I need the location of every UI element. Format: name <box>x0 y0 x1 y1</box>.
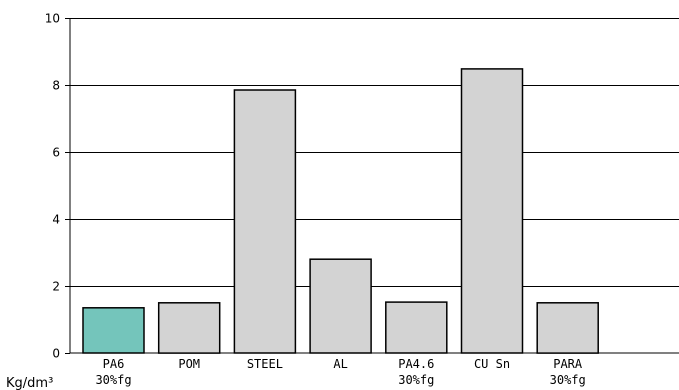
x-tick-labels: PA6 30%fg POM STEEL AL PA4.6 30%fg CU Sn PARA 30%… <box>95 357 585 387</box>
x-tick-label: 30%fg <box>95 373 131 387</box>
x-tick-label: PARA <box>553 357 583 371</box>
bar <box>536 302 599 354</box>
x-tick-label: PA6 <box>103 357 125 371</box>
bars-layer <box>82 68 599 354</box>
y-tick-label: 10 <box>45 12 60 26</box>
y-tick-label: 8 <box>52 79 60 93</box>
y-tick-label: 6 <box>52 146 60 160</box>
axes-layer <box>69 18 679 354</box>
x-tick-label: POM <box>178 357 200 371</box>
y-tick-labels: 0 2 4 6 8 10 <box>45 12 60 361</box>
bar <box>385 301 448 354</box>
bar <box>460 68 524 354</box>
bar <box>157 302 221 354</box>
x-tick-label: PA4.6 <box>398 357 434 371</box>
grid-layer <box>65 18 679 354</box>
x-tick-label: CU Sn <box>474 357 510 371</box>
bar <box>82 307 145 354</box>
y-tick-label: 0 <box>52 347 60 361</box>
y-tick-label: 2 <box>52 280 60 294</box>
y-tick-label: 4 <box>52 213 60 227</box>
x-tick-label: 30%fg <box>550 373 586 387</box>
y-unit-label: Kg/dm³ <box>6 376 53 390</box>
x-tick-label: AL <box>333 357 347 371</box>
x-tick-label: 30%fg <box>398 373 434 387</box>
x-tick-label: STEEL <box>247 357 283 371</box>
bar <box>233 89 297 354</box>
bar <box>309 258 372 354</box>
